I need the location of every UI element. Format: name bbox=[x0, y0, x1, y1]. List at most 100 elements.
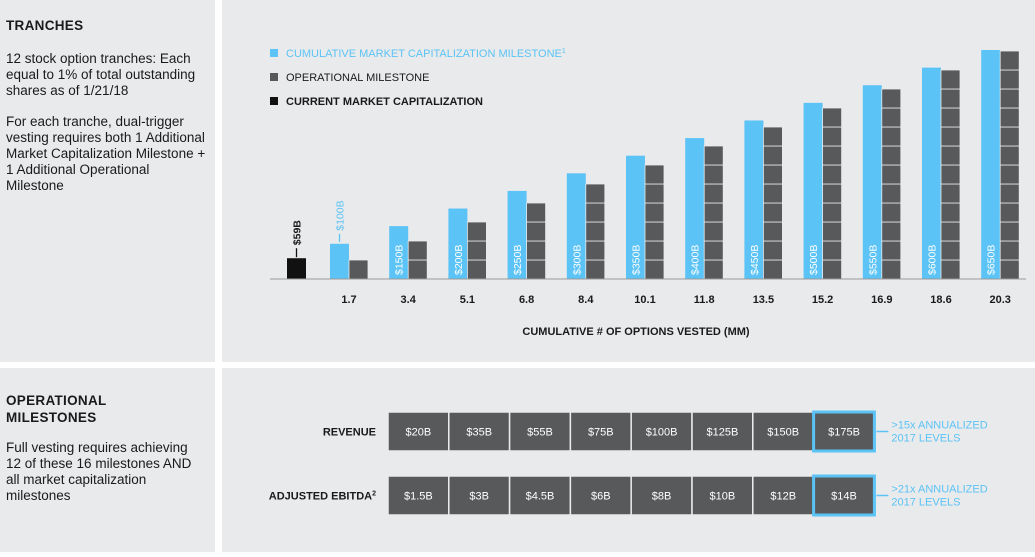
market-cap-value-label: $400B bbox=[690, 245, 702, 275]
operational-milestone-segment bbox=[999, 50, 1020, 71]
operational-title: OPERATIONAL MILESTONES bbox=[6, 392, 107, 426]
legend-swatch-2 bbox=[270, 97, 278, 105]
operational-milestone-segment bbox=[763, 126, 783, 147]
market-cap-value-label: $100B bbox=[335, 200, 347, 230]
operational-milestone-segment bbox=[822, 221, 842, 242]
milestone-cell bbox=[387, 475, 450, 516]
tranches-title: TRANCHES bbox=[6, 18, 84, 33]
operational-milestone-segment bbox=[822, 240, 842, 261]
operational-milestone-segment bbox=[822, 259, 842, 280]
milestone-cell-value: $75B bbox=[588, 427, 614, 439]
market-cap-bar bbox=[685, 138, 705, 279]
milestone-cell-value: $55B bbox=[527, 427, 553, 439]
x-tick-label: 8.4 bbox=[578, 294, 594, 306]
operational-milestone-segment bbox=[644, 259, 665, 280]
x-tick-label: 10.1 bbox=[634, 294, 655, 306]
milestone-cell-value: $20B bbox=[406, 427, 432, 439]
milestone-cell-value: $150B bbox=[767, 427, 799, 439]
milestone-cell-value: $1.5B bbox=[404, 491, 433, 503]
operational-milestone-segment bbox=[348, 259, 369, 280]
milestone-note-line2: 2017 LEVELS bbox=[891, 497, 960, 509]
market-cap-bar bbox=[981, 50, 1001, 279]
x-tick-label: 6.8 bbox=[519, 294, 534, 306]
operational-milestone-segment bbox=[526, 202, 547, 223]
milestone-cell bbox=[448, 411, 511, 452]
milestone-cell-highlight bbox=[812, 410, 876, 453]
tranches-desc-1: 12 stock option tranches: Each equal to … bbox=[6, 51, 196, 98]
operational-milestone-segment bbox=[940, 126, 961, 147]
operational-milestone-segment bbox=[881, 126, 902, 147]
operational-milestone-segment bbox=[940, 202, 961, 223]
x-tick-labels: 1.7 3.4 5.1 6.8 8.4 10.1 11.8 13.5 15.2 16.9 18.6 2… bbox=[341, 294, 1011, 306]
operational-milestone-segment bbox=[526, 259, 547, 280]
milestone-cell-value: $175B bbox=[828, 427, 860, 439]
operational-milestone-segment bbox=[940, 259, 961, 280]
operational-title-line1: OPERATIONAL bbox=[6, 393, 107, 408]
market-cap-bar bbox=[566, 173, 586, 279]
operational-milestone-segment bbox=[881, 221, 902, 242]
operational-milestone-segment bbox=[881, 145, 902, 166]
milestone-cell-value: $6B bbox=[591, 491, 611, 503]
x-tick-label: 15.2 bbox=[812, 294, 833, 306]
operational-milestone-segment bbox=[940, 164, 961, 185]
operational-milestone-segment bbox=[881, 107, 902, 128]
market-cap-bar bbox=[922, 67, 941, 279]
operational-milestone-segment bbox=[585, 259, 606, 280]
legend-label-2: CURRENT MARKET CAPITALIZATION bbox=[286, 96, 483, 108]
milestones-table: REVENUE $20B $35B $55B $75B $100B $125B $150B $1… bbox=[269, 410, 988, 517]
current-market-cap-bar bbox=[287, 258, 306, 279]
operational-milestone-segment bbox=[999, 183, 1020, 204]
operational-milestone-segment bbox=[999, 145, 1020, 166]
tranches-bar-chart: CUMULATIVE MARKET CAPITALIZATION MILESTO… bbox=[270, 48, 1026, 338]
milestone-cell bbox=[752, 411, 815, 452]
milestone-note-line1: >15x ANNUALIZED bbox=[891, 420, 987, 432]
operational-title-line2: MILESTONES bbox=[6, 410, 97, 425]
operational-milestone-segment bbox=[466, 221, 487, 242]
operational-milestone-segment bbox=[466, 259, 487, 280]
chart-bars: $59B $100B $150B $200B $250B $300B $350B $400B $… bbox=[287, 50, 1020, 280]
operational-milestone-segment bbox=[466, 240, 487, 261]
operational-milestone-segment bbox=[703, 259, 724, 280]
milestone-cell-value: $35B bbox=[466, 427, 492, 439]
operational-milestone-segment bbox=[703, 202, 724, 223]
operational-milestone-segment bbox=[999, 107, 1020, 128]
operational-milestone-segment bbox=[999, 164, 1020, 185]
operational-milestone-segment bbox=[940, 88, 961, 109]
operational-milestone-segment bbox=[881, 240, 902, 261]
current-market-cap-label: $59B bbox=[292, 220, 304, 246]
market-cap-value-label: $650B bbox=[986, 245, 998, 275]
milestone-row-label: ADJUSTED EBITDA2 bbox=[269, 491, 376, 503]
operational-milestone-segment bbox=[940, 183, 961, 204]
tranches-description: 12 stock option tranches: Each equal to … bbox=[6, 51, 206, 209]
market-cap-value-label: $550B bbox=[867, 245, 879, 275]
operational-milestone-segment bbox=[881, 164, 902, 185]
operational-milestone-segment bbox=[585, 202, 606, 223]
operational-milestone-segment bbox=[703, 145, 724, 166]
milestone-cell-value: $125B bbox=[706, 427, 738, 439]
x-tick-label: 3.4 bbox=[401, 294, 417, 306]
operational-milestone-segment bbox=[763, 259, 783, 280]
operational-milestone-segment bbox=[822, 107, 842, 128]
operational-milestone-segment bbox=[703, 221, 724, 242]
operational-milestone-segment bbox=[999, 259, 1020, 280]
operational-milestone-segment bbox=[940, 145, 961, 166]
operational-milestone-segment bbox=[526, 221, 547, 242]
operational-milestone-segment bbox=[822, 126, 842, 147]
operational-description: Full vesting requires achieving 12 of th… bbox=[6, 440, 192, 503]
market-cap-value-label: $200B bbox=[453, 245, 465, 275]
operational-milestone-segment bbox=[822, 145, 842, 166]
operational-milestone-segment bbox=[822, 202, 842, 223]
operational-milestone-segment bbox=[763, 221, 783, 242]
legend-label-0: CUMULATIVE MARKET CAPITALIZATION MILESTO… bbox=[286, 48, 566, 60]
tranches-panel: TRANCHES 12 stock option tranches: Each … bbox=[0, 0, 215, 362]
milestone-note-line2: 2017 LEVELS bbox=[891, 433, 960, 445]
milestone-cell bbox=[691, 411, 754, 452]
operational-milestone-segment bbox=[940, 240, 961, 261]
market-cap-bar bbox=[862, 85, 882, 279]
operational-milestone-segment bbox=[703, 164, 724, 185]
operational-milestone-segment bbox=[526, 240, 547, 261]
operational-milestone-segment bbox=[999, 202, 1020, 223]
operational-milestone-segment bbox=[881, 202, 902, 223]
operational-milestone-segment bbox=[763, 145, 783, 166]
market-cap-bar bbox=[626, 155, 645, 279]
